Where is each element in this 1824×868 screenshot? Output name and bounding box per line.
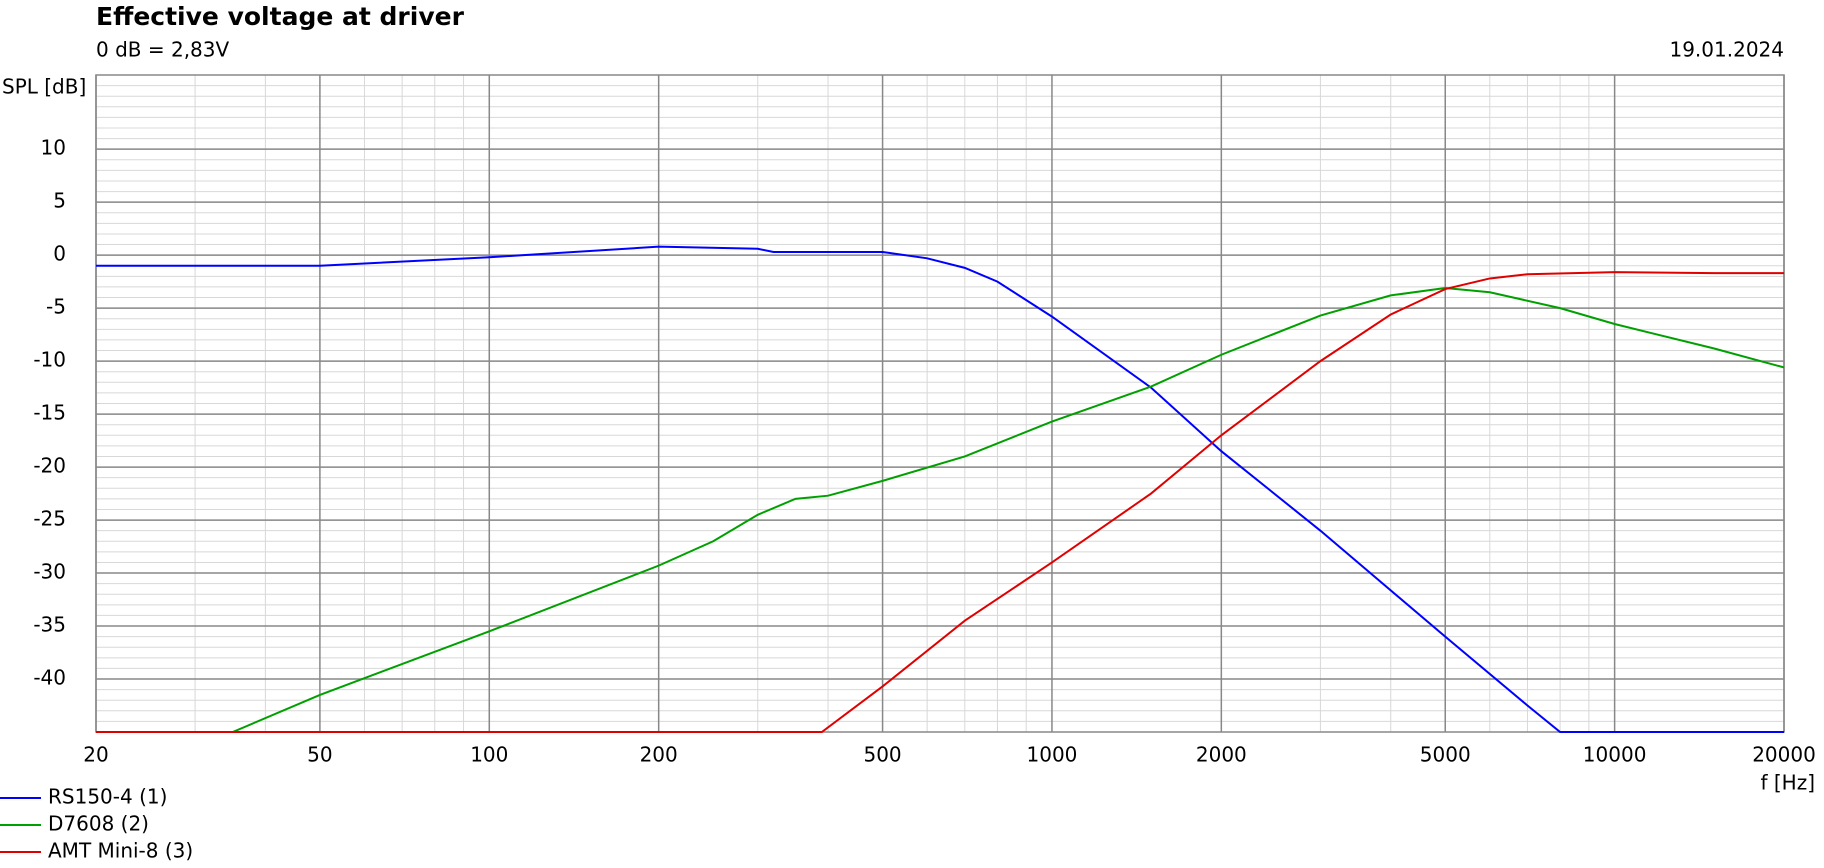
legend-label: RS150-4 (1) — [48, 785, 167, 809]
legend-label: AMT Mini-8 (3) — [48, 839, 193, 863]
x-tick-label: 5000 — [1420, 743, 1471, 767]
x-tick-label: 20000 — [1752, 743, 1816, 767]
y-tick-label: -25 — [33, 507, 66, 531]
x-tick-label: 200 — [640, 743, 678, 767]
x-tick-label: 20 — [83, 743, 108, 767]
legend-label: D7608 (2) — [48, 812, 149, 836]
x-axis-label: f [Hz] — [1760, 771, 1815, 795]
x-tick-label: 2000 — [1196, 743, 1247, 767]
y-axis-label: SPL [dB] — [2, 75, 86, 99]
y-tick-label: -10 — [33, 348, 66, 372]
plot-frame — [95, 74, 1785, 733]
y-tick-label: -30 — [33, 560, 66, 584]
chart-date: 19.01.2024 — [1669, 38, 1784, 62]
series-line — [96, 271, 1784, 733]
chart-subtitle: 0 dB = 2,83V — [96, 38, 230, 62]
y-tick-label: 5 — [53, 189, 66, 213]
x-tick-label: 100 — [470, 743, 508, 767]
series-line — [96, 286, 1785, 733]
y-tick-label: -20 — [33, 454, 66, 478]
x-tick-label: 50 — [307, 743, 332, 767]
x-tick-label: 500 — [863, 743, 901, 767]
x-tick-label: 10000 — [1583, 743, 1647, 767]
series-line — [96, 245, 1784, 733]
chart-title: Effective voltage at driver — [96, 2, 465, 31]
y-tick-label: -40 — [33, 666, 66, 690]
y-tick-label: 10 — [41, 136, 66, 160]
y-tick-label: 0 — [53, 242, 66, 266]
y-tick-label: -15 — [33, 401, 66, 425]
y-tick-label: -5 — [46, 295, 66, 319]
y-tick-label: -35 — [33, 613, 66, 637]
x-tick-label: 1000 — [1027, 743, 1078, 767]
